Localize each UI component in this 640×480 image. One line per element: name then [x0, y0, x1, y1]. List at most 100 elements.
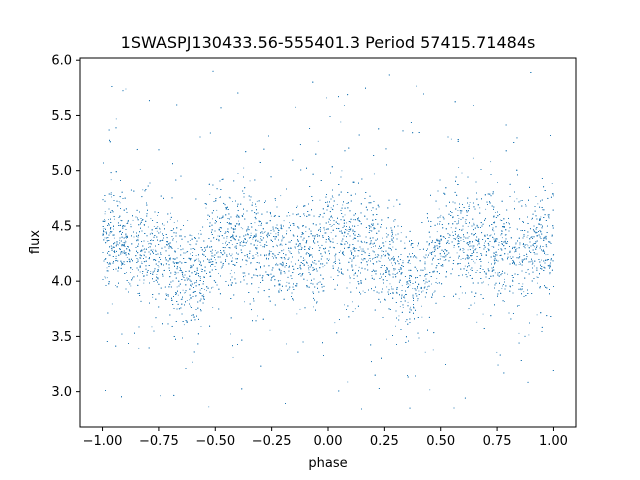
data-point [115, 118, 117, 120]
data-point [151, 326, 153, 328]
data-point [453, 246, 455, 248]
data-point [519, 200, 521, 202]
data-point [279, 252, 281, 254]
data-point [336, 243, 338, 244]
data-point [119, 202, 121, 204]
data-point [169, 245, 170, 246]
data-point [278, 252, 280, 253]
data-point [395, 268, 396, 270]
data-point [497, 182, 498, 183]
data-point [330, 276, 332, 278]
data-point [426, 281, 428, 283]
data-point [495, 212, 496, 213]
data-point [458, 298, 460, 300]
data-point [343, 105, 345, 106]
data-point [157, 215, 159, 216]
data-point [490, 161, 492, 163]
data-point [474, 262, 476, 264]
data-point [490, 234, 492, 236]
data-point [351, 301, 353, 303]
data-point [208, 406, 210, 408]
data-point [365, 242, 367, 244]
data-point [280, 270, 282, 271]
data-point [410, 306, 412, 308]
data-point [240, 245, 242, 246]
data-point [111, 196, 112, 198]
data-point [191, 235, 193, 237]
data-point [462, 250, 464, 252]
data-point [125, 241, 127, 243]
data-point [382, 273, 384, 275]
data-point [443, 260, 445, 261]
data-point [220, 267, 222, 269]
data-point [232, 201, 234, 202]
data-point [418, 290, 420, 292]
data-point [467, 255, 469, 257]
data-point [326, 97, 327, 99]
data-point [238, 220, 240, 222]
data-point [519, 244, 521, 246]
data-point [289, 222, 290, 224]
data-point [464, 265, 466, 267]
data-point [456, 237, 458, 239]
data-point [468, 272, 469, 274]
data-point [341, 170, 343, 172]
data-point [266, 235, 267, 237]
data-point [524, 247, 526, 249]
data-point [493, 230, 495, 232]
data-point [537, 203, 539, 205]
data-point [551, 183, 553, 184]
data-point [152, 296, 154, 298]
data-point [144, 255, 145, 257]
data-point [512, 279, 513, 281]
data-point [151, 232, 153, 234]
data-point [322, 266, 324, 268]
data-point [491, 246, 493, 247]
data-point [330, 226, 332, 227]
data-point [232, 356, 234, 358]
data-point [171, 230, 173, 231]
data-point [332, 209, 334, 211]
data-point [177, 294, 179, 296]
data-point [528, 268, 529, 270]
data-point [513, 200, 515, 202]
data-point [156, 230, 158, 232]
data-point [346, 229, 348, 231]
data-point [370, 240, 372, 241]
data-point [244, 301, 245, 303]
data-point [148, 243, 149, 245]
data-point [402, 307, 404, 308]
data-point [218, 273, 219, 274]
data-point [446, 253, 448, 255]
data-point [476, 224, 478, 226]
data-point [200, 268, 202, 270]
data-point [286, 343, 287, 345]
data-point [252, 202, 254, 204]
data-point [203, 289, 205, 290]
data-point [472, 157, 474, 159]
data-point [514, 251, 515, 253]
data-point [527, 235, 529, 236]
data-point [139, 271, 141, 273]
data-point [256, 229, 258, 231]
data-point [382, 237, 383, 239]
data-point [290, 241, 291, 243]
data-point [502, 285, 503, 287]
data-point [255, 254, 257, 255]
data-point [458, 167, 460, 168]
data-point [114, 250, 115, 251]
data-point [256, 248, 258, 250]
data-point [105, 277, 106, 279]
data-point [275, 233, 277, 235]
data-point [346, 222, 348, 224]
data-point [276, 244, 277, 246]
data-point [540, 216, 542, 218]
data-point [522, 264, 523, 266]
data-point [460, 258, 462, 260]
data-point [468, 236, 470, 238]
data-point [394, 273, 396, 275]
data-point [358, 266, 360, 268]
data-point [314, 236, 316, 238]
data-point [196, 258, 197, 260]
data-point [115, 285, 116, 286]
